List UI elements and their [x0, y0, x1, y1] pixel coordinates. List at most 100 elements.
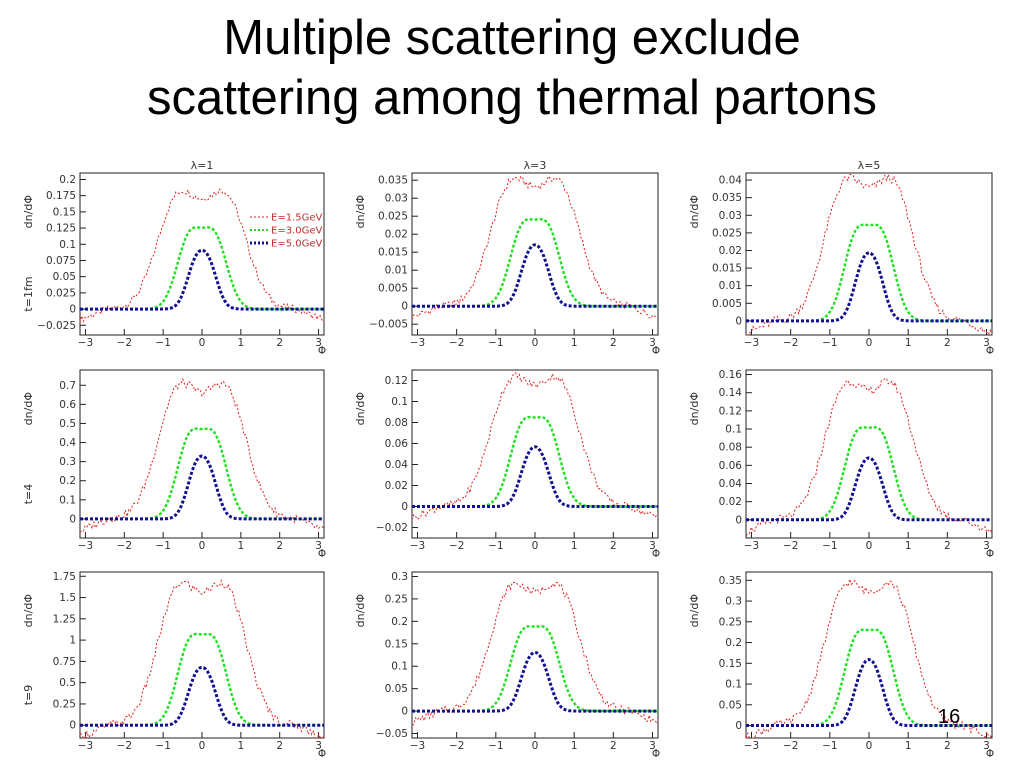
x-tick-label: 2 — [610, 740, 617, 752]
x-axis-label: Φ — [652, 748, 660, 760]
y-tick-label: 0.005 — [378, 283, 408, 295]
x-tick-label: −2 — [449, 540, 464, 552]
y-axis-label: dn/dΦ — [22, 195, 35, 229]
y-axis-label: dn/dΦ — [354, 594, 367, 628]
legend-label: E=3.0GeV — [271, 226, 323, 237]
row-label: t=9 — [22, 685, 35, 706]
series-line-E=3.0GeV — [412, 625, 658, 713]
y-tick-label: −0.005 — [369, 319, 408, 331]
y-tick-label: 0.15 — [719, 658, 742, 670]
x-tick-label: −3 — [78, 540, 93, 552]
legend-label: E=1.5GeV — [271, 213, 323, 224]
x-tick-label: −3 — [410, 540, 425, 552]
x-axis-label: Φ — [318, 548, 326, 560]
y-tick-label: 0 — [401, 706, 408, 718]
y-tick-label: 0 — [401, 501, 408, 513]
x-tick-label: 3 — [315, 337, 322, 349]
panel-r1-c2: 0.16 0.14 0.12 0.1 0.08 0.06 0.04 0.02 0 −3 −2 −1 0 1… — [688, 369, 994, 560]
y-tick-label: 0.3 — [59, 456, 76, 468]
x-tick-label: 1 — [905, 337, 912, 349]
y-tick-label: 0.03 — [385, 193, 408, 205]
y-tick-label: 0.12 — [385, 375, 408, 387]
y-tick-label: 0.05 — [385, 683, 408, 695]
y-tick-label: 0.035 — [712, 192, 742, 204]
x-tick-label: 2 — [944, 740, 951, 752]
series-line-E=5.0GeV — [80, 248, 324, 311]
y-tick-label: 0.075 — [46, 255, 76, 267]
y-tick-label: 0.15 — [53, 206, 76, 218]
x-tick-label: 3 — [983, 740, 990, 752]
page-number: 16 — [938, 706, 961, 728]
y-tick-label: 1.25 — [53, 613, 76, 625]
panel-frame — [79, 172, 325, 336]
x-tick-label: −1 — [822, 740, 837, 752]
column-header: λ=3 — [524, 159, 547, 172]
title-line-2: scattering among thermal partons — [147, 71, 877, 125]
y-tick-label: 0.12 — [719, 405, 742, 417]
y-tick-label: 0.1 — [725, 424, 742, 436]
x-tick-label: −2 — [449, 740, 464, 752]
x-tick-label: 2 — [276, 540, 283, 552]
y-tick-label: 0.015 — [378, 247, 408, 259]
x-tick-label: −2 — [449, 337, 464, 349]
series-line-E=1.5GeV — [411, 372, 659, 521]
y-tick-label: 0.15 — [385, 638, 408, 650]
y-tick-label: 0.1 — [59, 494, 76, 506]
x-tick-label: 1 — [238, 540, 245, 552]
x-tick-label: 0 — [866, 540, 873, 552]
legend-label: E=5.0GeV — [271, 239, 323, 250]
y-tick-label: 0.3 — [391, 571, 408, 583]
x-tick-label: 2 — [276, 337, 283, 349]
y-tick-label: 0.015 — [712, 263, 742, 275]
y-tick-label: 0.35 — [719, 575, 742, 587]
y-tick-label: 0.5 — [59, 418, 76, 430]
x-tick-label: 2 — [610, 337, 617, 349]
y-tick-label: 0.25 — [719, 616, 742, 628]
x-tick-label: 2 — [944, 540, 951, 552]
y-tick-label: 0.05 — [719, 699, 742, 711]
row-label: t=4 — [22, 484, 35, 505]
y-tick-label: 1.5 — [59, 592, 76, 604]
series-line-E=5.0GeV — [412, 445, 658, 508]
series-line-E=1.5GeV — [411, 581, 659, 726]
x-tick-label: 0 — [532, 337, 539, 349]
series-line-E=5.0GeV — [80, 665, 324, 727]
x-tick-label: −2 — [117, 337, 132, 349]
y-tick-label: 0.75 — [53, 656, 76, 668]
series-line-E=5.0GeV — [746, 657, 992, 727]
y-tick-label: 0.04 — [385, 459, 409, 471]
x-tick-label: −1 — [488, 740, 503, 752]
x-axis-label: Φ — [318, 748, 326, 760]
x-tick-label: 3 — [315, 740, 322, 752]
y-axis-label: dn/dΦ — [688, 195, 701, 229]
y-tick-label: −0.05 — [376, 728, 408, 740]
y-tick-label: 0 — [735, 514, 742, 526]
y-tick-label: 0.035 — [378, 175, 408, 187]
y-tick-label: 0.04 — [719, 478, 743, 490]
y-axis-label: dn/dΦ — [354, 195, 367, 229]
y-tick-label: 0 — [735, 720, 742, 732]
x-tick-label: 0 — [199, 740, 206, 752]
panel-r2-c1: 0.3 0.25 0.2 0.15 0.1 0.05 0 −0.05−3 −2 −1 0 1 2 3Φdn… — [354, 571, 660, 760]
x-tick-label: 1 — [905, 540, 912, 552]
x-tick-label: 0 — [866, 740, 873, 752]
x-tick-label: −3 — [744, 740, 759, 752]
panel-frame — [411, 369, 659, 539]
x-tick-label: −1 — [155, 337, 170, 349]
x-axis-label: Φ — [986, 748, 994, 760]
y-tick-label: 0.08 — [719, 442, 742, 454]
series-line-E=5.0GeV — [746, 251, 992, 323]
y-tick-label: 1.75 — [53, 571, 76, 583]
x-tick-label: 0 — [532, 540, 539, 552]
panel-frame — [411, 571, 659, 739]
panel-frame — [411, 172, 659, 336]
y-tick-label: 0.02 — [719, 245, 742, 257]
x-tick-label: −1 — [155, 740, 170, 752]
y-tick-label: 0.005 — [712, 298, 742, 310]
y-tick-label: 0 — [69, 513, 76, 525]
y-tick-label: 0.14 — [719, 387, 743, 399]
x-tick-label: 0 — [532, 740, 539, 752]
x-tick-label: 2 — [610, 540, 617, 552]
series-line-E=1.5GeV — [79, 188, 325, 324]
